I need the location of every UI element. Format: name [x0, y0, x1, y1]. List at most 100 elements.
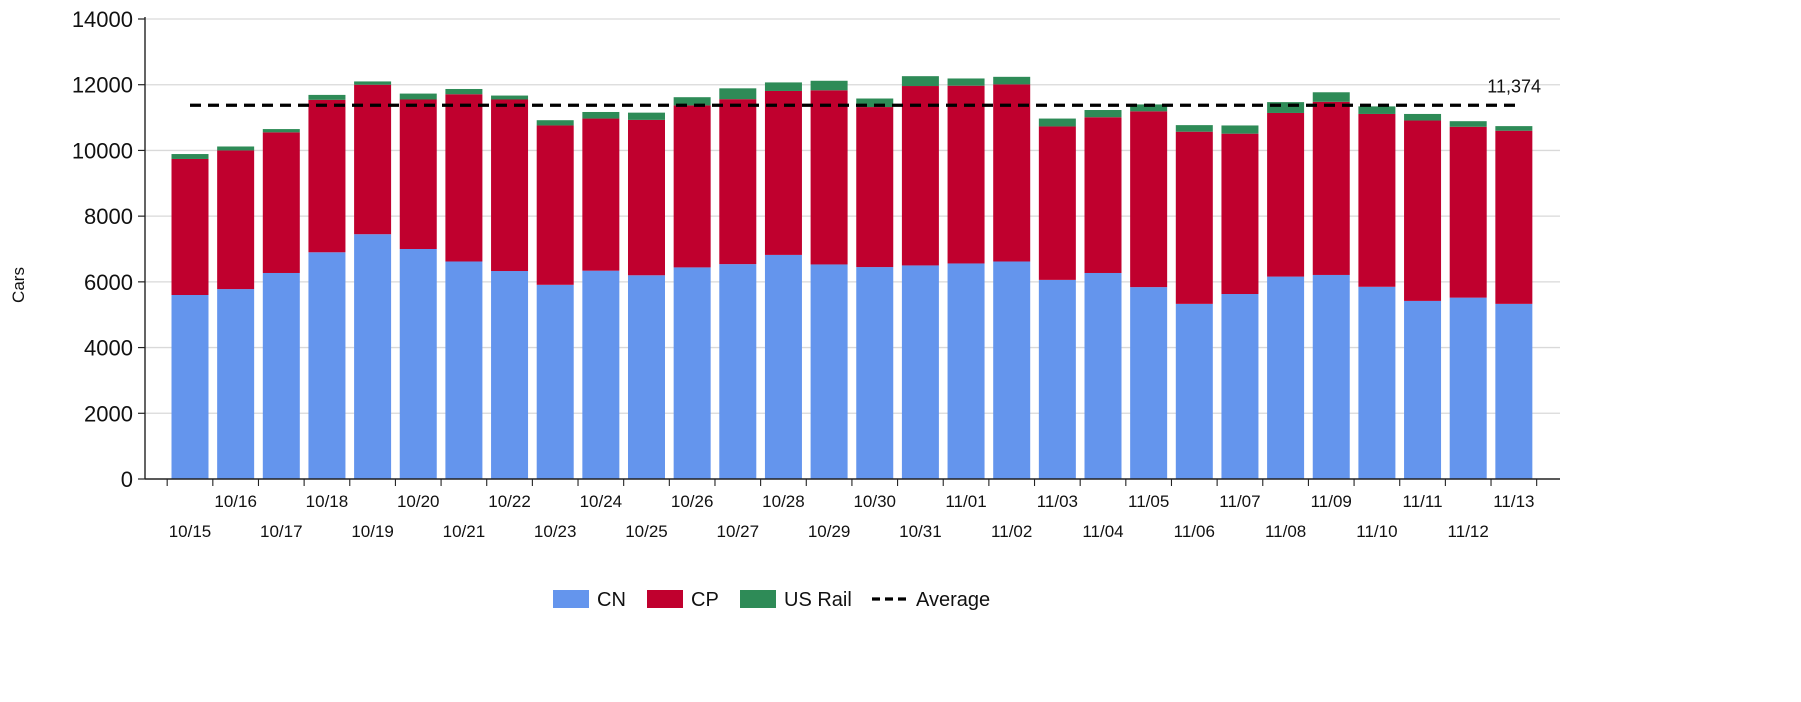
y-axis-title: Cars	[9, 267, 28, 303]
bar-cp-11-04	[1084, 117, 1122, 273]
bar-cn-11-01	[947, 263, 985, 479]
axes: 0200040006000800010000120001400010/1510/…	[72, 7, 1560, 541]
x-tick-label: 11/01	[945, 492, 986, 511]
bar-cn-10-20	[399, 249, 437, 479]
bar-us-rail-11-12	[1449, 121, 1487, 127]
bar-us-rail-11-05	[1130, 104, 1168, 112]
bar-us-rail-11-08	[1267, 102, 1305, 113]
bar-cn-11-10	[1358, 286, 1396, 479]
x-tick-label: 10/31	[899, 522, 942, 541]
bar-us-rail-10-15	[171, 154, 209, 159]
bar-us-rail-11-06	[1175, 125, 1213, 132]
x-tick-label: 10/29	[808, 522, 851, 541]
bar-us-rail-10-17	[262, 129, 300, 133]
x-tick-label: 10/21	[443, 522, 486, 541]
x-tick-label: 11/13	[1493, 492, 1534, 511]
y-tick-label: 10000	[72, 138, 133, 163]
bar-cn-11-12	[1449, 297, 1487, 479]
bar-cp-10-27	[719, 99, 757, 265]
bar-cn-10-24	[582, 270, 620, 479]
bar-cn-10-23	[536, 284, 574, 479]
bar-cn-11-11	[1404, 300, 1442, 479]
bar-us-rail-11-11	[1404, 113, 1442, 121]
bar-cp-11-03	[1038, 126, 1076, 280]
bar-cn-11-02	[993, 261, 1031, 479]
bar-us-rail-11-02	[993, 76, 1031, 85]
bar-us-rail-10-18	[308, 94, 346, 100]
x-tick-label: 10/16	[214, 492, 257, 511]
bar-cp-11-01	[947, 85, 985, 264]
bar-cp-10-31	[901, 86, 939, 266]
bar-cp-11-10	[1358, 113, 1396, 287]
bar-cp-11-06	[1175, 131, 1213, 304]
bar-cp-10-16	[217, 150, 255, 290]
bar-cp-10-28	[764, 90, 802, 255]
x-tick-label: 10/25	[625, 522, 668, 541]
x-tick-label: 10/22	[488, 492, 531, 511]
bar-us-rail-11-07	[1221, 125, 1259, 134]
bar-us-rail-10-24	[582, 111, 620, 119]
x-tick-label: 10/24	[580, 492, 623, 511]
bar-us-rail-10-19	[354, 81, 392, 85]
x-tick-label: 11/08	[1265, 522, 1306, 541]
x-tick-label: 10/15	[169, 522, 212, 541]
bar-cn-11-06	[1175, 303, 1213, 479]
x-tick-label: 10/18	[306, 492, 349, 511]
bars	[171, 76, 1533, 479]
bar-cp-10-25	[628, 119, 665, 276]
bar-cn-10-26	[673, 267, 711, 479]
bar-cp-10-24	[582, 118, 620, 271]
legend-label-cp: CP	[691, 589, 719, 611]
bar-us-rail-10-28	[764, 82, 802, 91]
legend-swatch-cn	[553, 590, 589, 608]
bar-cp-10-22	[491, 99, 529, 272]
y-tick-label: 8000	[84, 204, 133, 229]
bar-cn-10-21	[445, 261, 483, 479]
x-tick-label: 10/26	[671, 492, 714, 511]
x-tick-label: 11/09	[1311, 492, 1352, 511]
average-value-label: 11,374	[1487, 76, 1541, 96]
bar-cn-11-04	[1084, 272, 1122, 479]
bar-cn-10-16	[217, 289, 255, 479]
legend-label-us-rail: US Rail	[784, 589, 852, 611]
bar-cn-11-05	[1130, 287, 1168, 479]
legend-label-cn: CN	[597, 589, 626, 611]
x-tick-label: 10/30	[853, 492, 896, 511]
bar-cp-11-07	[1221, 133, 1259, 295]
legend-swatch-us-rail	[740, 590, 776, 608]
bar-cp-10-20	[399, 99, 437, 249]
bar-cp-10-18	[308, 99, 346, 253]
x-tick-label: 11/06	[1174, 522, 1215, 541]
bar-us-rail-10-31	[901, 76, 939, 87]
bar-cp-10-21	[445, 94, 483, 262]
bar-cp-11-08	[1267, 112, 1305, 277]
legend-label-average: Average	[916, 589, 990, 611]
bar-us-rail-10-20	[399, 93, 437, 100]
bar-cp-10-29	[810, 90, 848, 265]
bar-us-rail-11-09	[1312, 92, 1350, 102]
bar-cn-10-25	[628, 275, 665, 479]
bar-cn-10-17	[262, 272, 300, 479]
bar-cn-11-03	[1038, 279, 1076, 479]
bar-cp-10-17	[262, 132, 300, 273]
bar-us-rail-11-10	[1358, 106, 1396, 114]
bar-cp-10-15	[171, 158, 209, 295]
bar-cn-11-08	[1267, 276, 1305, 479]
x-tick-label: 11/02	[991, 522, 1032, 541]
bar-us-rail-10-22	[491, 95, 529, 100]
x-tick-label: 10/20	[397, 492, 440, 511]
y-tick-label: 2000	[84, 401, 133, 426]
x-tick-label: 10/28	[762, 492, 805, 511]
average-line-group: 11,374	[190, 76, 1541, 107]
x-tick-label: 10/27	[717, 522, 760, 541]
bar-cp-11-09	[1312, 101, 1350, 275]
bar-cn-11-13	[1495, 303, 1533, 479]
bar-us-rail-11-03	[1038, 118, 1076, 127]
y-tick-label: 6000	[84, 270, 133, 295]
x-tick-label: 10/19	[351, 522, 394, 541]
x-tick-label: 11/03	[1037, 492, 1078, 511]
bar-us-rail-11-04	[1084, 110, 1122, 118]
bar-cp-11-13	[1495, 130, 1533, 304]
bar-cp-10-30	[856, 107, 894, 268]
bar-cn-10-28	[764, 254, 802, 479]
